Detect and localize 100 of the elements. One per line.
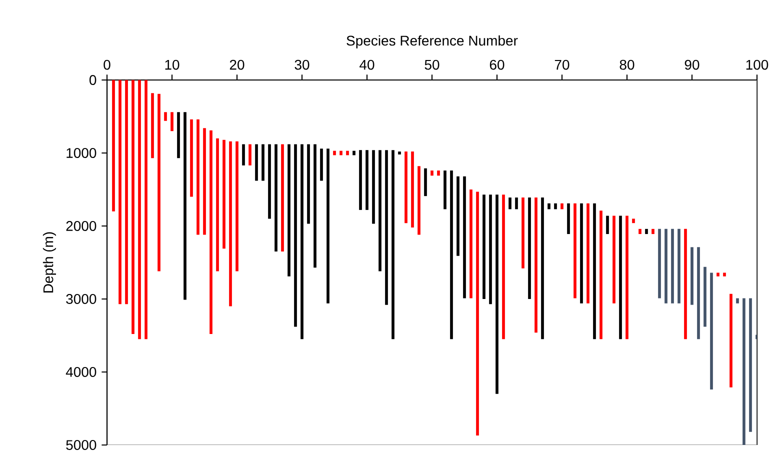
bar (534, 198, 538, 333)
bar (300, 144, 304, 340)
x-tick-label: 0 (104, 60, 110, 70)
bar (158, 94, 160, 272)
y-tick-label: 1000 (66, 148, 96, 158)
bar (236, 141, 238, 272)
bar (671, 228, 674, 304)
bar (359, 150, 362, 210)
bar (248, 144, 252, 166)
bar (496, 194, 498, 394)
bar (528, 198, 531, 299)
bar (749, 298, 752, 432)
bar (697, 247, 700, 340)
bar (645, 228, 648, 234)
bar (196, 119, 200, 235)
bar (548, 203, 550, 210)
x-tick-label: 90 (684, 60, 700, 70)
bar (626, 216, 628, 340)
y-tick-label: 4000 (66, 367, 96, 377)
bar (242, 144, 245, 166)
bar (444, 170, 446, 210)
bar (522, 198, 524, 268)
bar (463, 176, 466, 298)
bar (222, 140, 226, 249)
bar (508, 198, 512, 210)
x-tick-label: 40 (360, 60, 374, 70)
bar (138, 80, 141, 340)
x-tick-label: 20 (230, 60, 244, 70)
bar (638, 228, 642, 234)
bar (392, 150, 394, 340)
y-tick-label: 5000 (66, 440, 96, 450)
bar (281, 144, 284, 252)
x-tick-label: 50 (424, 60, 440, 70)
bar (411, 152, 414, 228)
x-tick-label: 80 (620, 60, 634, 70)
bar (716, 272, 720, 276)
bar (132, 80, 134, 334)
bar (418, 166, 420, 235)
bar (450, 170, 453, 340)
bar (288, 144, 290, 276)
bar (574, 203, 576, 298)
bar (502, 194, 505, 340)
bar (268, 144, 271, 219)
y-tick-label: 3000 (66, 294, 96, 304)
bar (600, 210, 602, 340)
bar (541, 198, 544, 340)
bar (164, 112, 167, 121)
bar (294, 144, 297, 327)
bar (619, 216, 622, 340)
bar (352, 150, 356, 156)
x-tick-label: 100 (746, 60, 768, 70)
bar (586, 203, 590, 304)
bar (690, 247, 694, 305)
bar (314, 144, 316, 268)
bar (482, 194, 486, 299)
bar (229, 141, 232, 306)
bar (632, 218, 635, 224)
bar (476, 192, 479, 436)
bar (274, 144, 278, 252)
x-tick-label: 30 (294, 60, 310, 70)
bar (125, 80, 128, 304)
bar (489, 194, 492, 304)
y-tick-label: 0 (90, 75, 96, 85)
bar (255, 144, 258, 181)
y-axis-title: Depth (m) (42, 232, 56, 292)
bar (456, 176, 460, 256)
bar (184, 112, 186, 300)
bar (567, 203, 570, 234)
bar (307, 144, 310, 224)
bar (378, 150, 382, 272)
bar (372, 150, 375, 224)
bar (404, 152, 408, 224)
bar (346, 150, 349, 156)
bar (430, 170, 434, 176)
bar (398, 152, 401, 154)
bar (710, 272, 713, 390)
bar (170, 112, 174, 132)
bar (320, 148, 323, 181)
bar (151, 93, 154, 158)
bar (470, 190, 472, 298)
bar (730, 294, 732, 388)
bar (210, 130, 212, 334)
bar (606, 216, 609, 234)
bar (385, 150, 388, 305)
bar (678, 228, 680, 304)
bar (326, 148, 330, 304)
bar (580, 203, 583, 304)
bar (190, 119, 193, 197)
bar (664, 228, 668, 304)
x-axis-title: Species Reference Number (346, 35, 518, 48)
x-tick-label: 70 (554, 60, 570, 70)
x-tick-label: 10 (165, 60, 180, 70)
bar (437, 170, 440, 176)
bar (177, 112, 180, 158)
bar (216, 138, 219, 272)
bar (424, 168, 427, 196)
bar (333, 150, 336, 156)
bar (704, 266, 706, 327)
bar (262, 144, 264, 181)
y-tick-label: 2000 (66, 221, 96, 231)
